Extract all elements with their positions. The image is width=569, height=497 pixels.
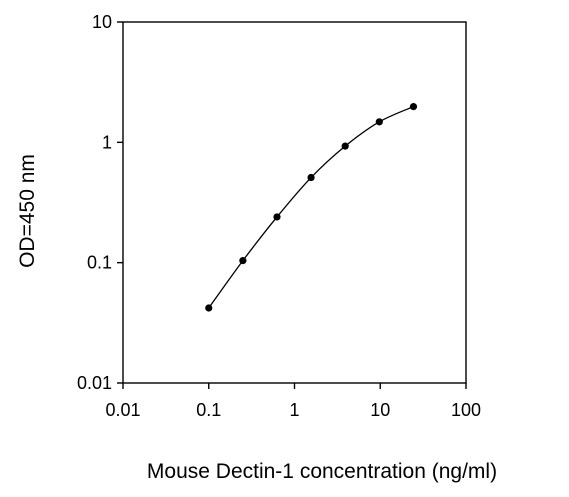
plot-area-border [122,21,467,384]
y-tick-label: 10 [92,12,112,32]
series-line-layer [208,106,414,309]
plot-frame [122,21,467,384]
x-tick-label: 10 [370,400,390,420]
series-line [208,106,414,309]
x-tick-label: 0.01 [105,400,140,420]
data-point [205,304,213,312]
data-point [375,118,383,126]
y-tick-label: 0.1 [87,253,112,273]
data-point [341,142,349,150]
y-tick-label: 1 [102,132,112,152]
data-point [273,213,281,221]
data-point [409,103,418,111]
data-point [239,257,247,265]
x-axis-label: Mouse Dectin-1 concentration (ng/ml) [147,460,497,483]
data-point [307,173,315,182]
x-tick-label: 100 [451,400,481,420]
axis-ticks: 0.01 0.1 1 10 100 0.01 0.1 1 10 [77,12,481,420]
x-tick-label: 1 [289,400,299,420]
y-axis-label: OD=450 nm [16,154,39,268]
y-tick-label: 0.01 [77,373,112,393]
data-points [205,103,418,312]
x-tick-label: 0.1 [196,400,221,420]
